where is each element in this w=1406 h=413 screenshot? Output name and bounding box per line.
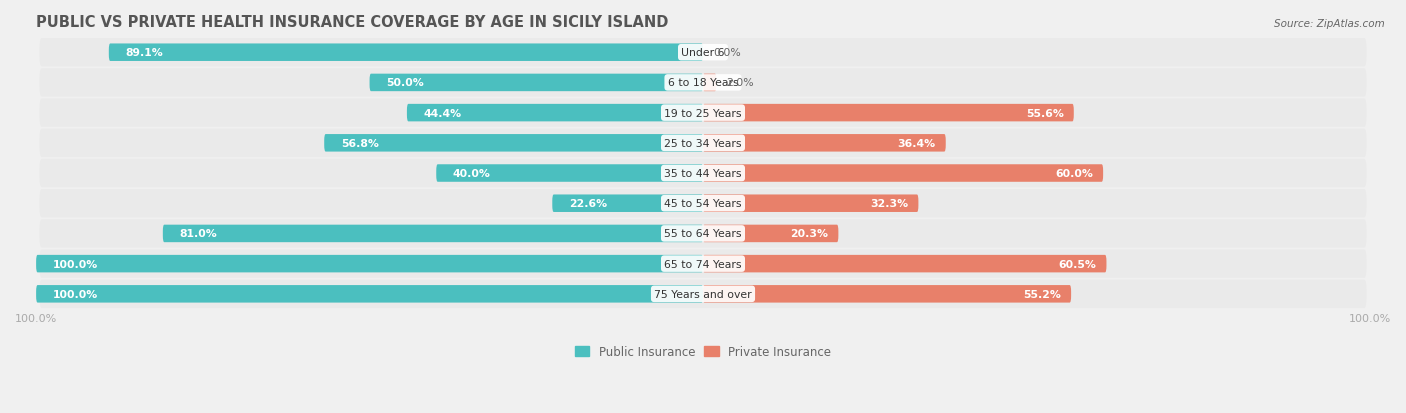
- FancyBboxPatch shape: [325, 135, 703, 152]
- FancyBboxPatch shape: [703, 195, 918, 212]
- Text: 100.0%: 100.0%: [53, 289, 98, 299]
- Legend: Public Insurance, Private Insurance: Public Insurance, Private Insurance: [571, 341, 835, 363]
- Text: 45 to 54 Years: 45 to 54 Years: [664, 199, 742, 209]
- FancyBboxPatch shape: [37, 255, 703, 273]
- FancyBboxPatch shape: [163, 225, 703, 242]
- FancyBboxPatch shape: [703, 255, 1107, 273]
- Text: 81.0%: 81.0%: [180, 229, 218, 239]
- Text: 6 to 18 Years: 6 to 18 Years: [668, 78, 738, 88]
- Text: 44.4%: 44.4%: [423, 108, 461, 119]
- Text: 89.1%: 89.1%: [125, 48, 163, 58]
- Text: 25 to 34 Years: 25 to 34 Years: [664, 138, 742, 148]
- FancyBboxPatch shape: [703, 104, 1074, 122]
- Text: 60.0%: 60.0%: [1056, 169, 1092, 178]
- FancyBboxPatch shape: [39, 159, 1367, 188]
- Text: 40.0%: 40.0%: [453, 169, 491, 178]
- Text: 0.0%: 0.0%: [713, 48, 741, 58]
- Text: 2.0%: 2.0%: [727, 78, 754, 88]
- Text: 65 to 74 Years: 65 to 74 Years: [664, 259, 742, 269]
- Text: 60.5%: 60.5%: [1059, 259, 1097, 269]
- Text: 36.4%: 36.4%: [897, 138, 936, 148]
- Text: 20.3%: 20.3%: [790, 229, 828, 239]
- FancyBboxPatch shape: [37, 285, 703, 303]
- FancyBboxPatch shape: [39, 99, 1367, 128]
- Text: 55.6%: 55.6%: [1026, 108, 1064, 119]
- FancyBboxPatch shape: [703, 285, 1071, 303]
- Text: 19 to 25 Years: 19 to 25 Years: [664, 108, 742, 119]
- FancyBboxPatch shape: [39, 190, 1367, 218]
- FancyBboxPatch shape: [39, 69, 1367, 97]
- Text: 22.6%: 22.6%: [569, 199, 607, 209]
- FancyBboxPatch shape: [39, 220, 1367, 248]
- FancyBboxPatch shape: [39, 280, 1367, 308]
- Text: 56.8%: 56.8%: [340, 138, 378, 148]
- FancyBboxPatch shape: [39, 129, 1367, 158]
- FancyBboxPatch shape: [703, 165, 1104, 182]
- Text: 32.3%: 32.3%: [870, 199, 908, 209]
- Text: PUBLIC VS PRIVATE HEALTH INSURANCE COVERAGE BY AGE IN SICILY ISLAND: PUBLIC VS PRIVATE HEALTH INSURANCE COVER…: [37, 15, 668, 30]
- FancyBboxPatch shape: [436, 165, 703, 182]
- FancyBboxPatch shape: [39, 39, 1367, 67]
- Text: 55 to 64 Years: 55 to 64 Years: [664, 229, 742, 239]
- FancyBboxPatch shape: [370, 74, 703, 92]
- FancyBboxPatch shape: [406, 104, 703, 122]
- Text: Source: ZipAtlas.com: Source: ZipAtlas.com: [1274, 19, 1385, 28]
- Text: Under 6: Under 6: [682, 48, 724, 58]
- FancyBboxPatch shape: [703, 225, 838, 242]
- FancyBboxPatch shape: [553, 195, 703, 212]
- FancyBboxPatch shape: [108, 44, 703, 62]
- FancyBboxPatch shape: [703, 74, 716, 92]
- Text: 75 Years and over: 75 Years and over: [654, 289, 752, 299]
- Text: 100.0%: 100.0%: [53, 259, 98, 269]
- Text: 50.0%: 50.0%: [387, 78, 425, 88]
- FancyBboxPatch shape: [703, 135, 946, 152]
- Text: 35 to 44 Years: 35 to 44 Years: [664, 169, 742, 178]
- Text: 55.2%: 55.2%: [1024, 289, 1062, 299]
- FancyBboxPatch shape: [39, 250, 1367, 278]
